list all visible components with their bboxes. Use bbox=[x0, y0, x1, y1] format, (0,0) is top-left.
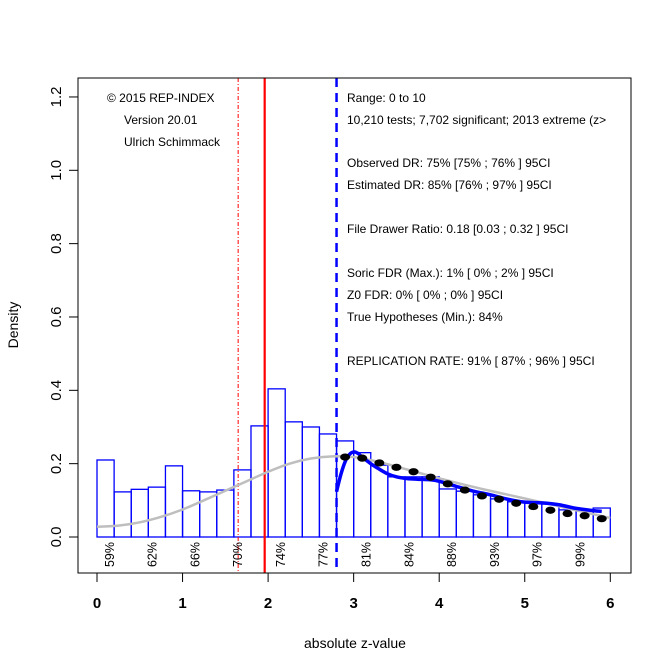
model-fit-dot bbox=[408, 468, 419, 476]
power-label: 59% bbox=[103, 542, 117, 567]
histogram-bar bbox=[147, 486, 167, 538]
model-fit-dot bbox=[579, 512, 590, 520]
stat-estimated-dr: Estimated DR: 85% [76% ; 97% ] 95CI bbox=[347, 178, 552, 192]
model-fit-dot bbox=[545, 506, 556, 514]
model-fit-dot bbox=[494, 495, 505, 503]
histogram-bar bbox=[421, 476, 440, 538]
histogram-bar bbox=[404, 476, 423, 538]
histogram-bar bbox=[284, 421, 303, 538]
power-label: 66% bbox=[188, 542, 202, 567]
model-fit-dot bbox=[391, 463, 402, 471]
histogram-bar bbox=[113, 491, 132, 538]
model-fit-dot bbox=[374, 459, 385, 467]
threshold-lines bbox=[237, 78, 338, 573]
power-label: 77% bbox=[317, 542, 331, 567]
power-label: 81% bbox=[359, 542, 373, 567]
model-fit-dot bbox=[357, 454, 368, 462]
x-tick-label: 5 bbox=[521, 595, 529, 612]
histogram-bar bbox=[592, 507, 611, 538]
model-fit-dot bbox=[425, 473, 436, 481]
model-fit-dot bbox=[511, 499, 522, 507]
x-tick-label: 4 bbox=[435, 595, 444, 612]
blue-observed-curve bbox=[334, 450, 602, 514]
histogram-bar bbox=[352, 452, 372, 538]
credits-copyright: © 2015 REP-INDEX bbox=[107, 91, 215, 105]
stat-z0-fdr: Z0 FDR: 0% [ 0% ; 0% ] 95CI bbox=[347, 288, 503, 302]
x-axis-title: absolute z-value bbox=[304, 635, 406, 651]
histogram-bar bbox=[387, 476, 406, 538]
x-tick-label: 3 bbox=[349, 595, 357, 612]
x-tick-label: 2 bbox=[264, 595, 272, 612]
histogram-bars bbox=[96, 388, 611, 538]
power-label: 84% bbox=[402, 542, 416, 567]
power-label: 99% bbox=[573, 542, 587, 567]
power-label: 70% bbox=[231, 542, 245, 567]
histogram-bar bbox=[370, 464, 389, 538]
histogram-bar bbox=[216, 489, 235, 538]
power-label: 62% bbox=[146, 542, 160, 567]
stat-tests: 10,210 tests; 7,702 significant; 2013 ex… bbox=[347, 113, 606, 127]
model-fit-dot bbox=[442, 480, 453, 488]
histogram-bar bbox=[301, 426, 321, 538]
model-fit-dot bbox=[528, 502, 539, 511]
grey-density-curve bbox=[96, 454, 611, 528]
model-fit-dot bbox=[476, 492, 487, 500]
x-axis: 0 1 2 3 4 5 6 bbox=[93, 572, 614, 612]
model-fit-dot bbox=[340, 453, 351, 461]
y-tick-label: 1.2 bbox=[48, 87, 65, 108]
y-tick-label: 1.0 bbox=[48, 160, 65, 181]
power-label: 88% bbox=[445, 542, 459, 567]
histogram-bar bbox=[438, 488, 457, 538]
y-tick-label: 0.4 bbox=[48, 380, 65, 401]
credits-version: Version 20.01 bbox=[124, 113, 198, 127]
power-label: 74% bbox=[274, 542, 288, 567]
histogram-bar bbox=[181, 490, 201, 538]
y-tick-label: 0.6 bbox=[48, 307, 65, 328]
credits-block: © 2015 REP-INDEX Version 20.01 Ulrich Sc… bbox=[107, 91, 221, 149]
credits-author: Ulrich Schimmack bbox=[124, 135, 221, 149]
y-axis-title: Density bbox=[5, 302, 21, 349]
power-labels: 59% 62% 66% 70% 74% 77% 81% 84% 88% 93% 97% 99% bbox=[103, 542, 588, 567]
y-tick-label: 0.0 bbox=[48, 527, 65, 548]
histogram-bar bbox=[130, 488, 149, 538]
x-tick-label: 6 bbox=[606, 595, 614, 612]
histogram-bar bbox=[506, 501, 526, 538]
model-fit-dot bbox=[562, 509, 573, 518]
histogram-bar bbox=[164, 465, 184, 538]
model-fit-dot bbox=[459, 486, 470, 494]
stat-file-drawer: File Drawer Ratio: 0.18 [0.03 ; 0.32 ] 9… bbox=[347, 222, 568, 236]
histogram-bar bbox=[267, 388, 286, 538]
power-label: 93% bbox=[488, 542, 502, 567]
histogram-bar bbox=[455, 490, 475, 538]
stat-true-hypotheses: True Hypotheses (Min.): 84% bbox=[347, 310, 503, 324]
model-fit-dots bbox=[340, 453, 607, 523]
stat-replication-rate: REPLICATION RATE: 91% [ 87% ; 96% ] 95CI bbox=[347, 354, 595, 368]
power-label: 97% bbox=[531, 542, 545, 567]
stat-soric-fdr: Soric FDR (Max.): 1% [ 0% ; 2% ] 95CI bbox=[347, 266, 554, 280]
y-axis: 0.0 0.2 0.4 0.6 0.8 1.0 1.2 bbox=[48, 87, 79, 548]
x-tick-label: 1 bbox=[178, 595, 186, 612]
histogram-bar bbox=[318, 433, 338, 538]
histogram-bar bbox=[472, 494, 492, 538]
x-tick-label: 0 bbox=[93, 595, 101, 612]
y-tick-label: 0.8 bbox=[48, 233, 65, 254]
model-fit-dot bbox=[596, 515, 607, 523]
stat-range: Range: 0 to 10 bbox=[347, 91, 426, 105]
histogram-bar bbox=[489, 498, 509, 538]
plot-frame bbox=[77, 77, 632, 574]
stat-observed-dr: Observed DR: 75% [75% ; 76% ] 95CI bbox=[347, 156, 550, 170]
y-tick-label: 0.2 bbox=[48, 453, 65, 474]
stats-block: Range: 0 to 10 10,210 tests; 7,702 signi… bbox=[347, 91, 606, 368]
